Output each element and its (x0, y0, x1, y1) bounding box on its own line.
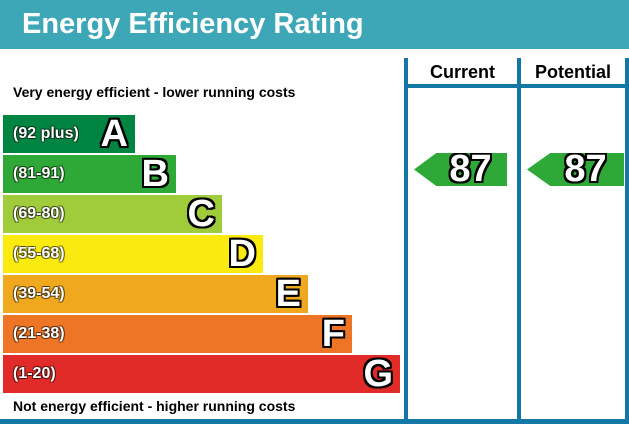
current-rating-value: 87 (449, 148, 492, 190)
band-g-letter: G (363, 353, 393, 395)
band-a-range: (92 plus) (13, 125, 79, 142)
band-d: (55-68) D (3, 235, 263, 273)
potential-column-header: Potential (534, 62, 611, 82)
caption-not-efficient: Not energy efficient - higher running co… (13, 398, 296, 414)
band-d-range: (55-68) (13, 245, 65, 262)
potential-column-right-border (625, 58, 629, 424)
band-a: (92 plus) A (3, 115, 135, 153)
column-divider (517, 58, 521, 424)
current-rating-arrow: 87 (414, 153, 507, 186)
current-column-header: Current (429, 62, 495, 82)
column-header-underline (404, 84, 629, 88)
title-bar: Energy Efficiency Rating (0, 0, 629, 49)
band-c-range: (69-80) (13, 205, 65, 222)
band-c-letter: C (187, 193, 215, 235)
bottom-border (0, 419, 629, 424)
band-b-letter: B (141, 153, 169, 195)
potential-rating-value: 87 (564, 148, 607, 190)
band-a-letter: A (100, 113, 128, 155)
band-f: (21-38) F (3, 315, 352, 353)
band-g: (1-20) G (3, 355, 400, 393)
caption-very-efficient: Very energy efficient - lower running co… (13, 84, 296, 100)
band-b-range: (81-91) (13, 165, 65, 182)
band-f-letter: F (321, 313, 345, 355)
band-b: (81-91) B (3, 155, 176, 193)
band-c: (69-80) C (3, 195, 222, 233)
band-d-letter: D (228, 233, 256, 275)
band-e: (39-54) E (3, 275, 308, 313)
band-f-range: (21-38) (13, 325, 65, 342)
page-title: Energy Efficiency Rating (22, 8, 364, 40)
band-g-range: (1-20) (13, 365, 56, 382)
band-e-range: (39-54) (13, 285, 65, 302)
current-column-left-border (404, 58, 408, 424)
band-e-letter: E (275, 273, 301, 315)
potential-rating-arrow: 87 (527, 153, 624, 186)
